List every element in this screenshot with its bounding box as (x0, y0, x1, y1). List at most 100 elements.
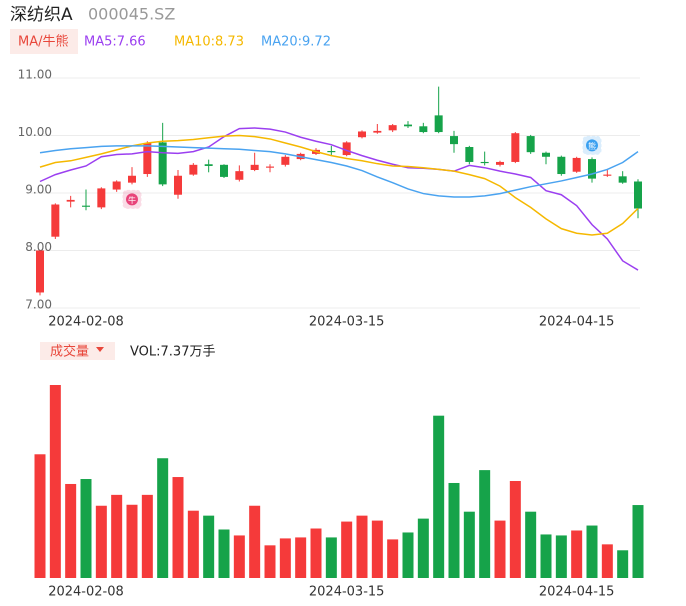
marker-dot (586, 139, 598, 152)
x-tick-label: 2024-04-15 (539, 315, 615, 330)
candle-body (174, 175, 182, 195)
volume-bar (310, 528, 322, 578)
candle-body (603, 174, 612, 176)
ma-line (39, 134, 639, 236)
volume-bar (525, 511, 537, 578)
volume-bar (494, 520, 506, 578)
candle-body (480, 161, 489, 164)
candle-body (465, 147, 474, 162)
legend-entry: MA20:9.72 (261, 35, 331, 50)
candle-body (36, 250, 44, 293)
candle-body (419, 126, 428, 133)
candle-body (235, 171, 244, 180)
x-tick-label: 2024-03-15 (309, 315, 385, 330)
volume-bar (433, 415, 445, 578)
vol-button-bg[interactable] (40, 342, 115, 360)
volume-bar (264, 545, 276, 578)
candle-body (82, 205, 90, 207)
vol-button[interactable]: 成交量 (50, 344, 89, 360)
volume-bar (632, 505, 644, 578)
ma-line (39, 145, 639, 198)
volume-bar (555, 535, 567, 578)
candle-body (618, 176, 627, 183)
candle-body (526, 136, 535, 153)
y-tick-label: 9.00 (25, 183, 52, 197)
volume-bar (172, 477, 184, 578)
volume-bar (341, 521, 353, 578)
volume-bar (509, 481, 521, 578)
volume-bar (233, 535, 245, 578)
volume-bar (34, 454, 46, 578)
candle-body (266, 166, 274, 168)
volume-bar (203, 515, 215, 578)
ma-line (39, 127, 639, 271)
candle-body (220, 164, 228, 177)
candle-body (511, 133, 520, 162)
volume-bar (218, 529, 230, 578)
marker-label: 牛 (128, 195, 136, 205)
volume-bar (417, 518, 429, 578)
volume-bar (356, 515, 368, 578)
candle-body (572, 157, 581, 172)
candle-body (557, 156, 566, 175)
volume-bar (479, 470, 491, 578)
candle-body (327, 151, 336, 153)
ma-button[interactable]: MA/牛熊 (18, 34, 69, 50)
volume-bar (49, 385, 61, 578)
volume-bar (279, 538, 291, 578)
candle-body (112, 181, 121, 190)
stock-name: 深纺织A (10, 5, 73, 25)
volume-bar (571, 530, 583, 578)
candle-body (189, 164, 198, 175)
volume-bar (95, 505, 107, 578)
candle-body (450, 136, 458, 145)
volume-bar (249, 505, 261, 578)
x-tick-label: 2024-03-15 (309, 585, 385, 600)
candle-body (128, 175, 136, 183)
volume-bar (463, 511, 475, 578)
candle-body (358, 131, 366, 138)
legend-entry: MA10:8.73 (174, 35, 244, 50)
volume-bar (387, 539, 399, 578)
candle-body (434, 115, 443, 133)
dropdown-icon[interactable] (96, 347, 104, 352)
candle-body (158, 142, 167, 185)
x-tick-label: 2024-02-08 (48, 315, 124, 330)
y-tick-label: 8.00 (25, 240, 52, 254)
volume-bar (126, 504, 138, 578)
volume-bar (601, 544, 613, 578)
candle-body (404, 124, 412, 127)
candle-body (97, 188, 106, 208)
stock-code: 000045.SZ (88, 5, 175, 24)
ma-button-bg[interactable] (10, 29, 78, 54)
candle-body (66, 199, 75, 202)
vol-label: VOL:7.37万手 (130, 345, 215, 360)
candle-body (342, 142, 351, 156)
candle-body (281, 156, 290, 165)
candle-body (588, 159, 596, 179)
x-tick-label: 2024-02-08 (48, 585, 124, 600)
volume-bar (157, 458, 169, 578)
candle-body (250, 164, 259, 170)
volume-bar (586, 525, 598, 578)
marker-label: 熊 (588, 141, 596, 151)
volume-bar (448, 482, 460, 578)
y-tick-label: 7.00 (25, 298, 52, 312)
candle-body (542, 152, 550, 157)
candle-body (634, 181, 642, 209)
candle-body (51, 204, 60, 237)
candle-body (143, 142, 152, 175)
volume-bar (617, 550, 629, 578)
volume-bar (187, 510, 199, 578)
volume-bar (325, 537, 337, 578)
volume-bar (80, 479, 92, 578)
volume-bar (540, 534, 552, 578)
volume-bar (371, 520, 383, 578)
candle-body (496, 161, 504, 165)
candle-body (373, 130, 382, 133)
volume-bar (141, 494, 153, 578)
marker-dot (126, 193, 138, 206)
volume-bar (295, 537, 307, 578)
volume-bar (111, 494, 123, 578)
